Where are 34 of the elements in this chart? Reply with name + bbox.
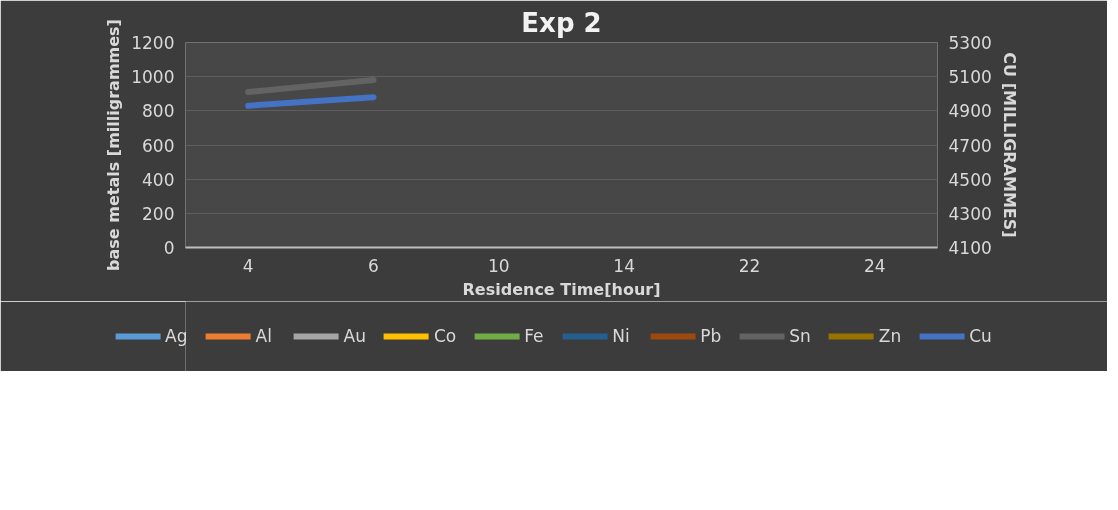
x-axis-title: Residence Time[hour] [462, 279, 661, 299]
y-tick-label: 400 [142, 169, 175, 190]
legend-label: Sn [789, 326, 811, 346]
legend-label: Fe [524, 326, 545, 346]
y-tick-label: 1000 [131, 67, 175, 88]
y2-tick-label: 4900 [948, 101, 992, 122]
legend-label: Cu [969, 326, 992, 346]
x-tick-label: 6 [368, 255, 379, 276]
x-tick-label: 14 [613, 255, 635, 276]
y-tick-label: 1200 [131, 33, 175, 53]
legend-label: Ni [612, 326, 631, 346]
y2-tick-label: 4700 [948, 135, 992, 156]
y2-tick-label: 4300 [948, 203, 992, 224]
x-tick-label: 4 [242, 255, 254, 276]
legend-label: Al [255, 326, 273, 346]
y2-tick-label: 5100 [948, 67, 992, 88]
y-tick-label: 200 [142, 203, 175, 224]
x-tick-label: 24 [864, 255, 886, 276]
chart-title: Exp 2 [521, 7, 602, 38]
y-tick-label: 0 [163, 238, 175, 258]
y2-tick-label: 4500 [948, 169, 992, 190]
y2-axis-title: CU [MILLIGRAMMES] [999, 52, 1019, 238]
x-tick-label: 10 [488, 255, 510, 276]
y-axis-title: base metals [milligrammes] [104, 19, 124, 271]
legend-label: Zn [878, 326, 902, 346]
legend-label: Ag [165, 326, 188, 346]
y-tick-label: 800 [142, 101, 175, 122]
y2-tick-label: 4100 [948, 238, 992, 258]
x-tick-label: 22 [738, 255, 761, 276]
y-tick-label: 600 [142, 135, 175, 156]
legend-label: Au [343, 326, 366, 346]
legend-label: Pb [700, 326, 722, 346]
y2-tick-label: 5300 [948, 33, 992, 53]
legend-label: Co [433, 326, 457, 346]
